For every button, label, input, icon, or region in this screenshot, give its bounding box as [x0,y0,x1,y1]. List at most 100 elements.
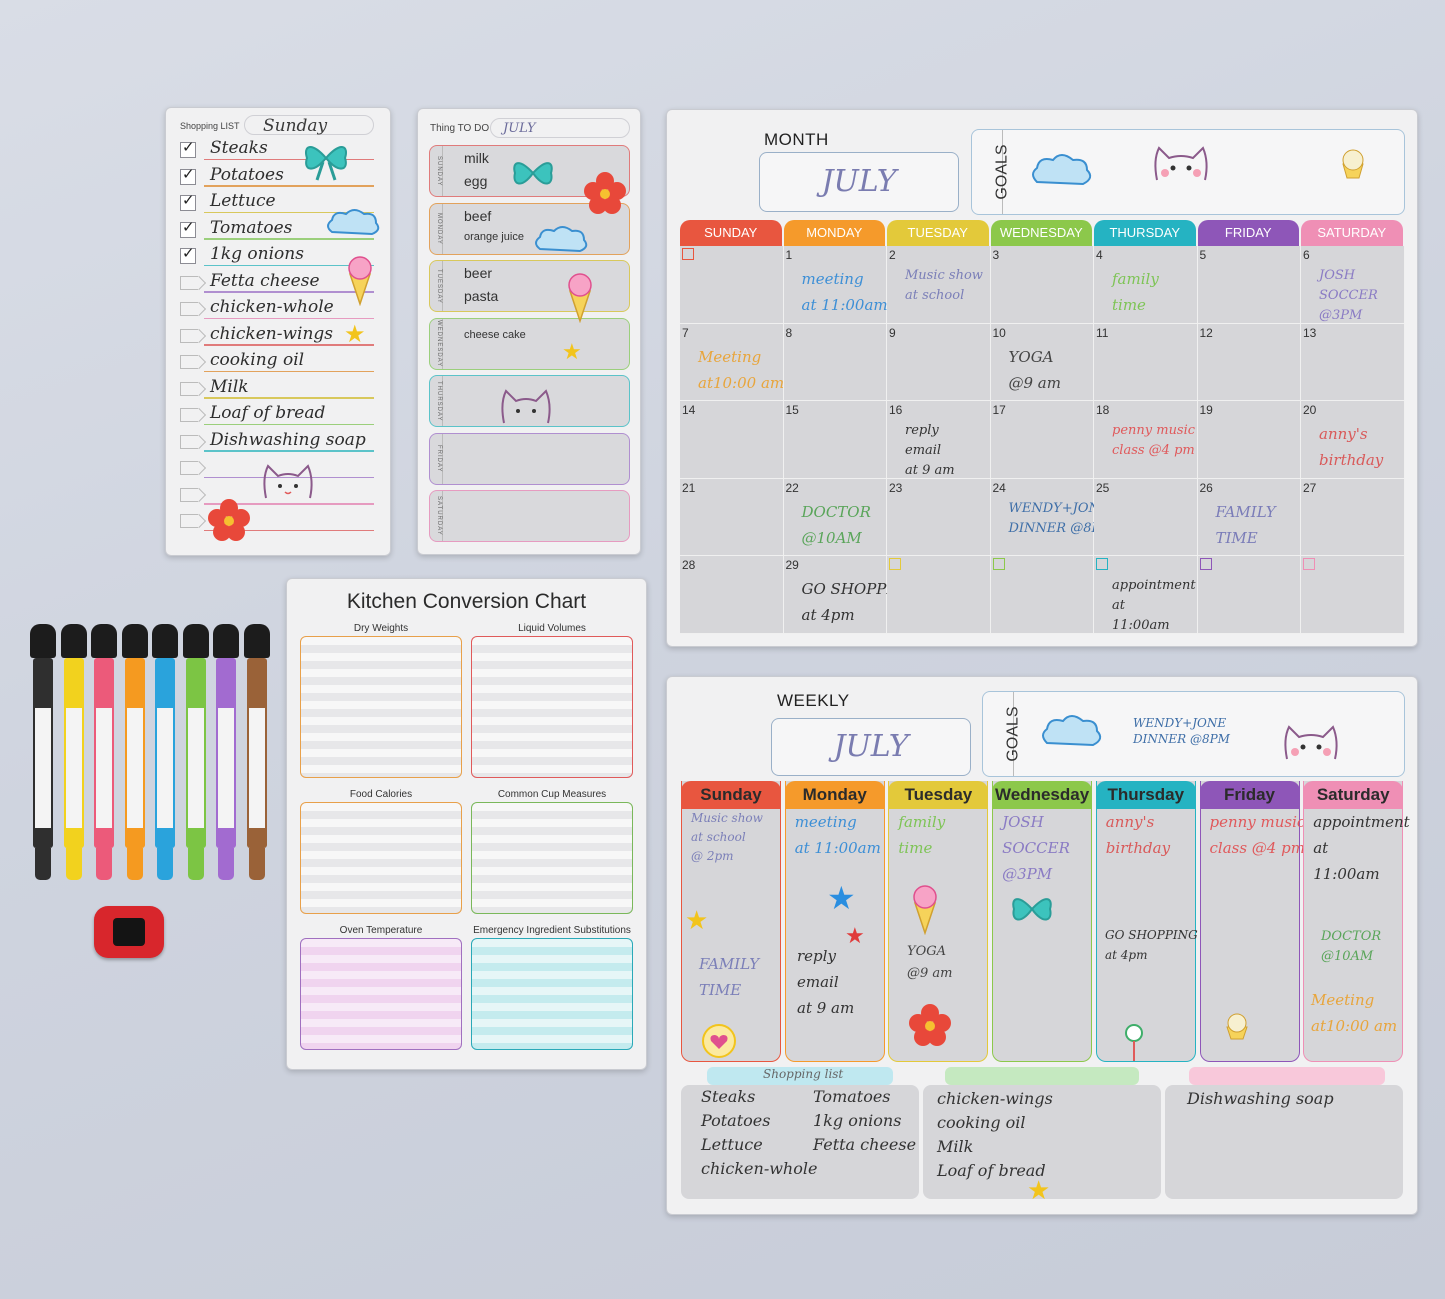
weekly-day-column[interactable] [784,781,885,1062]
list-item[interactable]: chicken-whole [180,297,374,321]
weekly-day-column[interactable] [1199,781,1300,1062]
calendar-day-cell[interactable] [990,556,1094,634]
list-item[interactable]: ✓ Steaks [180,138,374,162]
list-item[interactable]: ✓ Potatoes [180,165,374,189]
calendar-day-cell[interactable]: 7 Meeting at10:00 am [680,323,784,401]
weekly-day-column[interactable] [1095,781,1196,1062]
todo-day-row[interactable]: THURSDAY [429,375,630,427]
cell-note: meeting at 11:00am [801,270,888,314]
todo-month[interactable]: JULY [490,118,630,138]
todo-day-row[interactable]: SATURDAY [429,490,630,542]
calendar-day-cell[interactable]: 21 [680,478,784,556]
sunday-extra-note: FAMILY TIME [699,955,760,999]
common-cup-measures-table: Common Cup Measures [471,789,633,914]
calendar-day-cell[interactable] [1301,556,1405,634]
calendar-day-cell[interactable] [680,246,784,324]
todo-label: Thing TO DO [430,123,490,134]
calendar-day-cell[interactable]: 17 [990,401,1094,479]
calendar-day-cell[interactable]: 28 [680,556,784,634]
list-item[interactable]: ✓ Tomatoes [180,218,374,242]
calendar-day-cell[interactable]: 13 [1301,323,1405,401]
eraser[interactable] [94,906,164,958]
shopping-box-3[interactable]: Dishwashing soap [1165,1085,1403,1199]
checkbox[interactable]: ✓ [180,245,196,264]
weekly-day-column[interactable] [1303,781,1404,1062]
day-header: FRIDAY [1197,220,1299,246]
month-name[interactable]: JULY [759,152,959,212]
calendar-day-cell[interactable]: 19 [1197,401,1301,479]
calendar-day-cell[interactable]: 6 JOSH SOCCER @3PM [1301,246,1405,324]
calendar-day-cell[interactable]: 27 [1301,478,1405,556]
calendar-day-cell[interactable]: 12 [1197,323,1301,401]
list-item[interactable]: Dishwashing soap [180,430,374,454]
calendar-day-cell[interactable]: 8 [783,323,887,401]
whiteboard-marker[interactable] [121,624,148,886]
whiteboard-marker[interactable] [60,624,87,886]
list-item[interactable] [180,456,374,480]
calendar-day-cell[interactable]: 2 Music show at school [887,246,991,324]
calendar-day-cell[interactable] [887,556,991,634]
list-item[interactable] [180,483,374,507]
calendar-day-cell[interactable]: 25 [1094,478,1198,556]
kitchen-chart-title: Kitchen Conversion Chart [346,590,587,613]
calendar-day-cell[interactable]: 24 WENDY+JONE DINNER @8PM [990,478,1114,556]
calendar-day-cell[interactable]: 3 [990,246,1094,324]
list-item[interactable]: Fetta cheese [180,271,374,295]
item-text: chicken-whole [210,297,334,317]
day-label: WEDNESDAY [430,318,443,369]
todo-day-row[interactable]: FRIDAY [429,432,630,485]
checkbox[interactable]: ✓ [180,219,196,238]
list-item[interactable]: chicken-wings [180,324,374,348]
list-item[interactable]: ✓ 1kg onions [180,244,374,268]
list-item[interactable]: Milk [180,377,374,401]
todo-entry: orange juice [464,230,524,243]
weekly-day-column[interactable] [992,781,1093,1062]
cat-icon [1284,725,1338,760]
list-item[interactable]: cooking oil [180,350,374,374]
checkbox[interactable]: ✓ [180,192,196,211]
flower-icon [909,1004,951,1046]
whiteboard-marker[interactable] [243,624,270,886]
todo-day-row[interactable]: WEDNESDAY cheese cake [429,317,630,370]
calendar-day-cell[interactable]: 1 meeting at 11:00am [783,246,888,324]
calendar-day-cell[interactable] [1197,556,1301,634]
calendar-day-cell[interactable]: 9 [887,323,991,401]
calendar-day-cell[interactable]: 23 [887,478,991,556]
list-item[interactable] [180,509,374,533]
shopping-day[interactable]: Sunday [244,115,374,136]
calendar-day-cell[interactable]: 22 DOCTOR @10AM [783,478,887,556]
calendar-day-cell[interactable]: 10 YOGA @9 am [990,323,1094,401]
shopping-box-2[interactable]: chicken-wings cooking oil Milk Loaf of b… [923,1085,1161,1199]
calendar-day-cell[interactable]: 20 anny's birthday [1301,401,1405,479]
whiteboard-marker[interactable] [30,624,56,886]
calendar-day-cell[interactable]: 16 reply email at 9 am [887,401,991,479]
calendar-day-cell[interactable]: 15 [783,401,887,479]
calendar-day-cell[interactable]: 29 GO SHOPPING at 4pm [783,556,917,634]
calendar-day-cell[interactable]: 11 [1094,323,1198,401]
whiteboard-marker[interactable] [213,624,239,886]
calendar-day-cell[interactable]: 5 [1197,246,1301,324]
calendar-day-cell[interactable]: 4 family time [1094,246,1198,324]
calendar-day-cell[interactable]: appointment at 11:00am [1094,556,1198,634]
weekly-month-name[interactable]: JULY [771,718,971,776]
whiteboard-marker[interactable] [91,624,117,886]
ice-cream-icon [348,256,372,306]
shopping-box-1[interactable]: Steaks Potatoes Lettuce chicken-whole To… [681,1085,919,1199]
marker-label [96,708,112,828]
marker-end [65,848,82,880]
todo-day-row[interactable]: TUESDAY beer pasta [429,260,630,312]
checkbox[interactable]: ✓ [180,166,196,185]
cell-note: DOCTOR @10AM [801,502,871,547]
list-item[interactable]: Loaf of bread [180,403,374,427]
item-underline [204,370,374,372]
whiteboard-marker[interactable] [152,624,178,886]
list-item[interactable]: ✓ Lettuce [180,191,374,215]
calendar-day-cell[interactable]: 14 [680,401,784,479]
checkbox[interactable]: ✓ [180,139,196,158]
weekly-day-column[interactable] [681,781,781,1062]
calendar-day-cell[interactable]: 26 FAMILY TIME [1197,478,1301,556]
item-underline [204,476,374,478]
calendar-day-cell[interactable]: 18 penny music class @4 pm [1094,401,1198,479]
day-label: MONDAY [430,203,443,254]
whiteboard-marker[interactable] [182,624,209,886]
